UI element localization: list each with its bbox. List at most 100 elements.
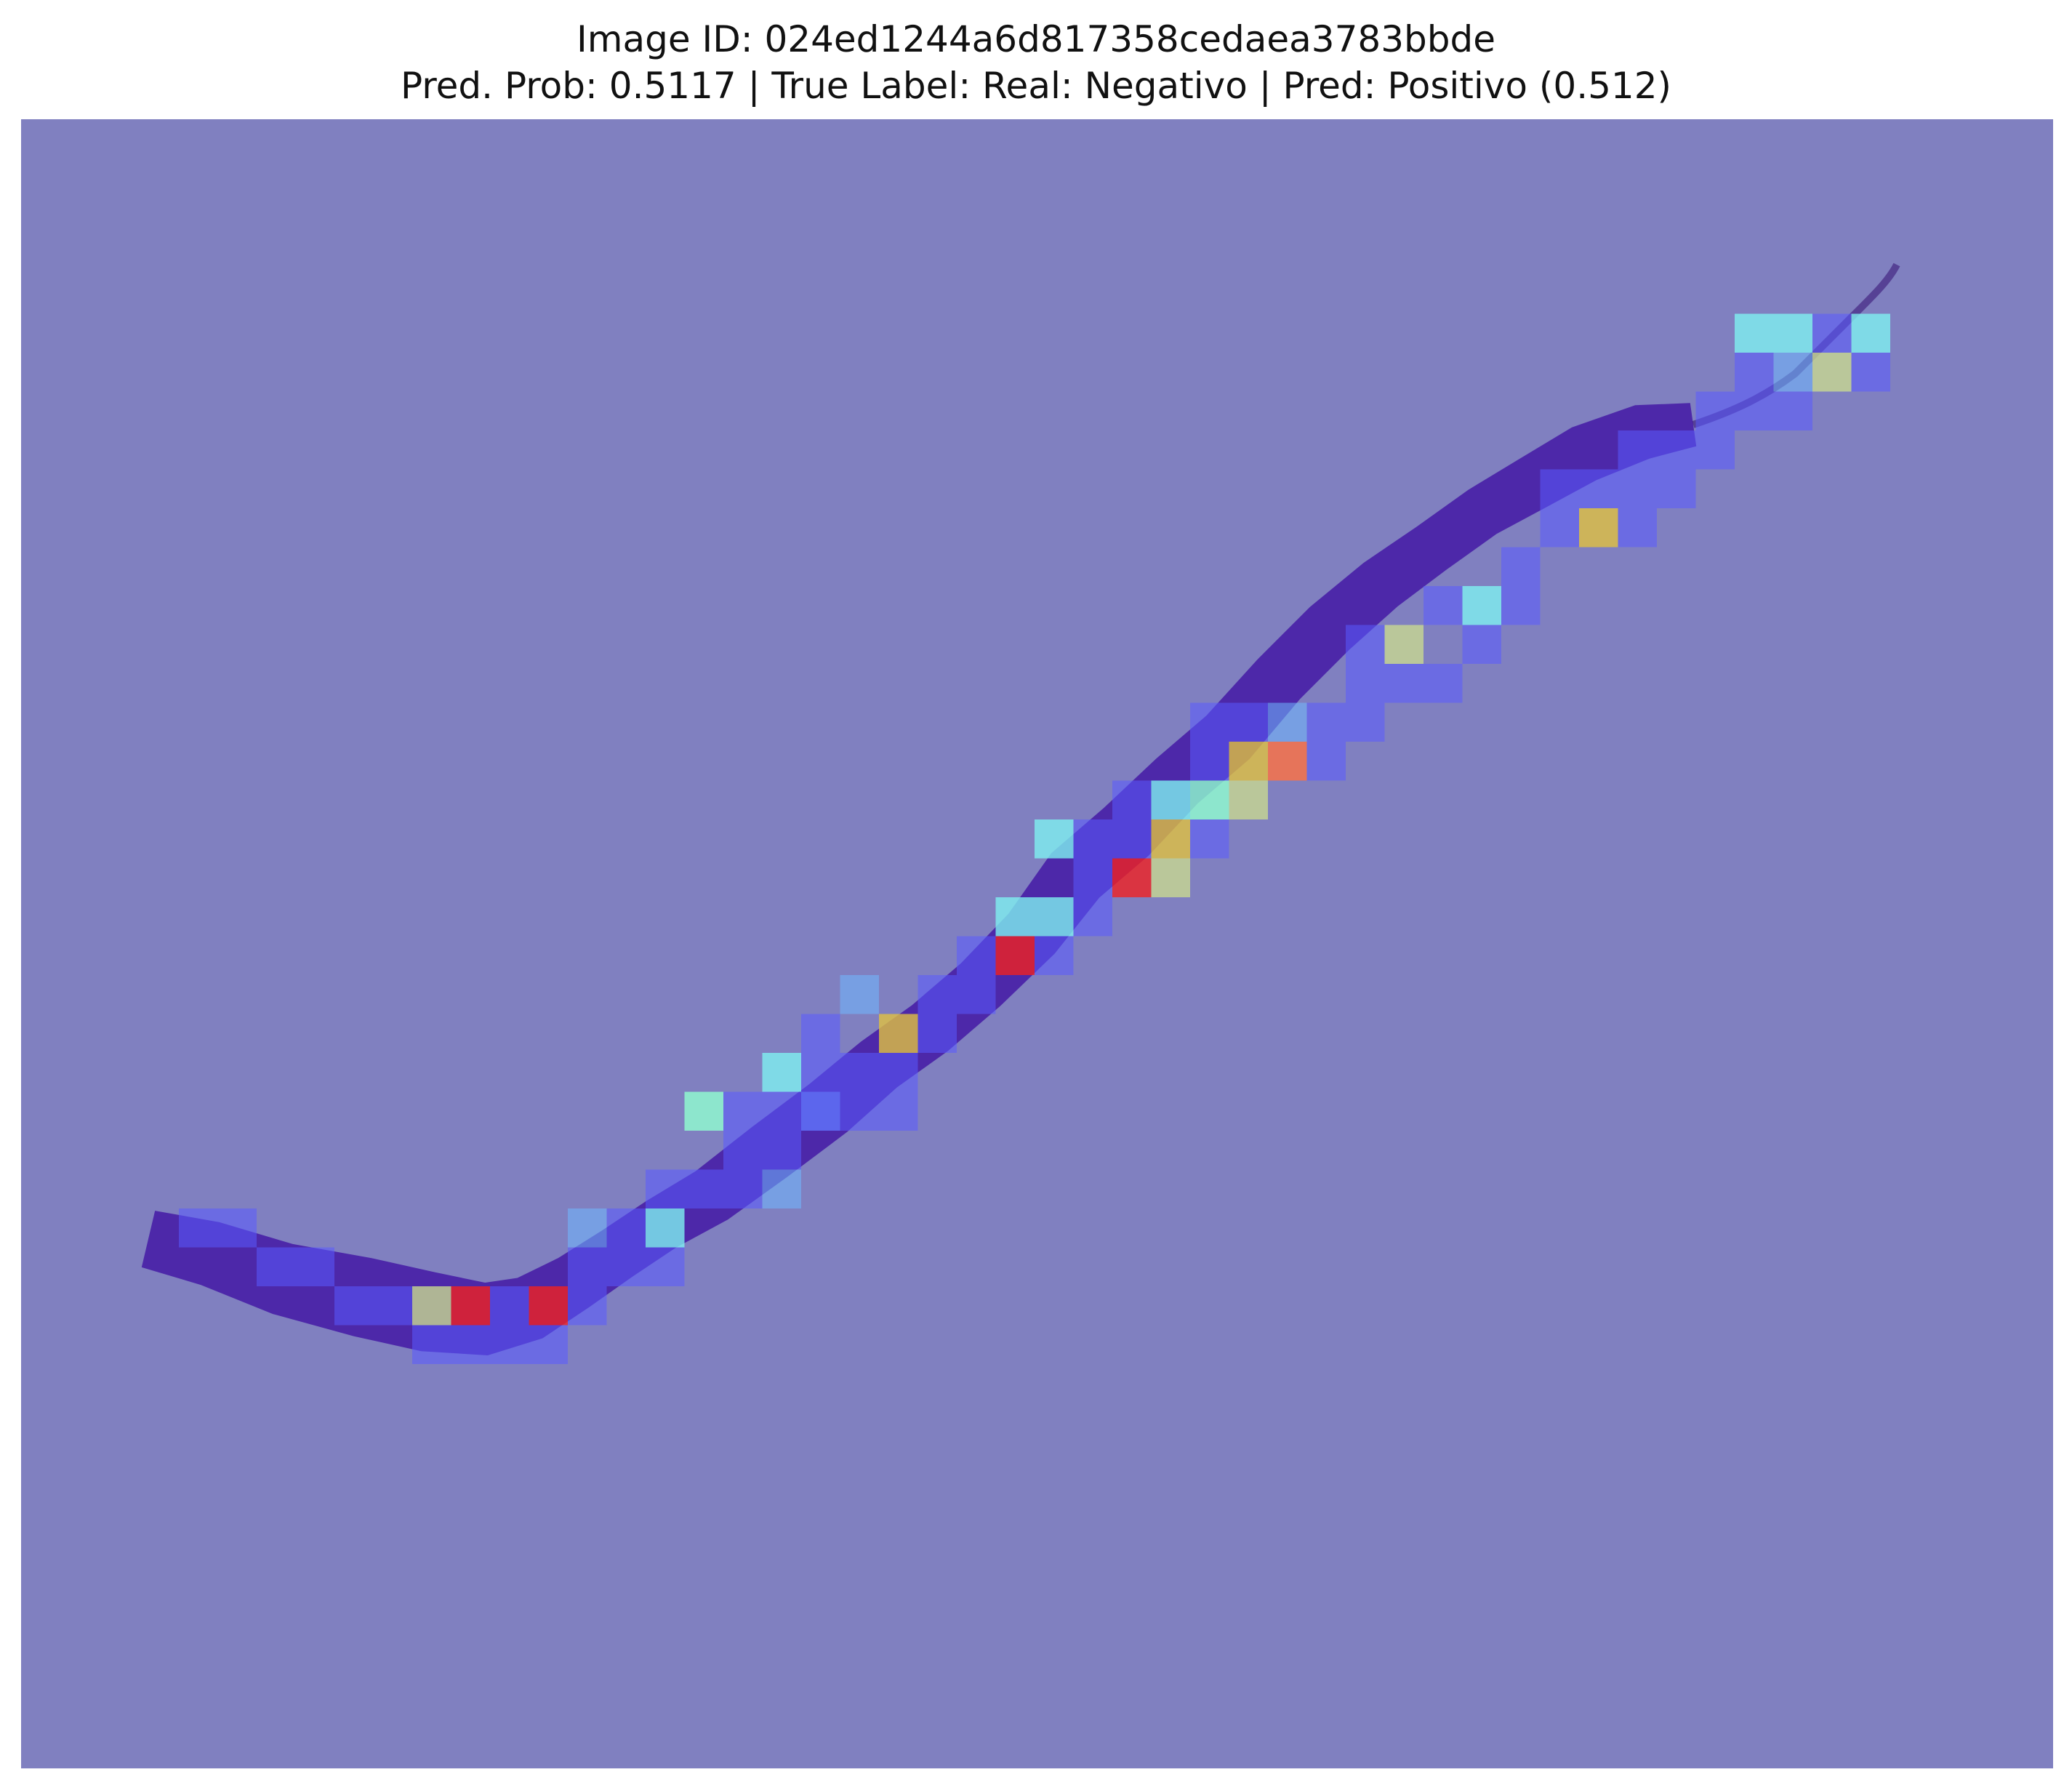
attention-tile [840, 1053, 879, 1092]
attention-tile [762, 1169, 801, 1208]
attention-tile [1112, 780, 1152, 819]
attention-tile [179, 1208, 218, 1248]
attention-tile [1035, 936, 1074, 975]
attention-tile [1112, 819, 1152, 859]
attention-tile [1812, 313, 1852, 353]
attention-tile [490, 1286, 529, 1326]
attention-tile [723, 1131, 763, 1170]
attention-tile [1773, 313, 1812, 353]
attention-tile [762, 1131, 801, 1170]
attention-tile [1306, 702, 1346, 742]
attention-tile [1151, 780, 1190, 819]
attention-tile [1579, 508, 1618, 548]
attention-tile [1618, 508, 1657, 548]
attention-tile [684, 1169, 723, 1208]
attention-tile [568, 1247, 607, 1286]
attention-tile [1229, 742, 1268, 781]
attention-tile [1190, 780, 1229, 819]
attention-tile [1462, 586, 1501, 625]
attention-tile [257, 1247, 296, 1286]
attention-tile [840, 975, 879, 1014]
tissue-strip [141, 403, 1697, 1355]
attention-tile [1229, 780, 1268, 819]
attention-tile [412, 1286, 451, 1326]
attention-tile [1190, 742, 1229, 781]
attention-tile [957, 936, 996, 975]
attention-tile [1695, 430, 1735, 470]
attention-tile [490, 1325, 529, 1364]
attention-tile [1618, 469, 1657, 508]
attention-tile [1657, 430, 1696, 470]
attention-tile [957, 975, 996, 1014]
attention-tile [1346, 625, 1385, 664]
attention-tile [1424, 586, 1463, 625]
attention-tile [1151, 819, 1190, 859]
attention-tile [1035, 819, 1074, 859]
attention-tile [1618, 430, 1657, 470]
attention-tile [334, 1286, 374, 1326]
attention-tile [373, 1286, 412, 1326]
attention-tile [917, 1014, 957, 1053]
attention-tile [879, 1091, 918, 1131]
attention-tile [1851, 353, 1890, 392]
attention-tile [1073, 858, 1112, 897]
attention-tile [801, 1053, 840, 1092]
attention-tile [1735, 313, 1774, 353]
attention-tile [1151, 858, 1190, 897]
attention-tile [723, 1169, 763, 1208]
attention-tile [684, 1091, 723, 1131]
image-title: Image ID: 024ed1244a6d817358cedaea3783bb… [577, 18, 1495, 60]
attention-tile [1540, 508, 1579, 548]
attention-tile [1579, 469, 1618, 508]
attention-tile [1306, 742, 1346, 781]
attention-tile [1695, 391, 1735, 430]
attention-tile [1346, 664, 1385, 703]
attention-tile [1424, 664, 1463, 703]
attention-tile [412, 1325, 451, 1364]
attention-tile [801, 1014, 840, 1053]
heatmap-overlay-image [21, 119, 2053, 1768]
attention-tile [606, 1208, 646, 1248]
attention-tile [1268, 742, 1307, 781]
attention-tile [1773, 353, 1812, 392]
attention-tile [1462, 625, 1501, 664]
attention-tile [1773, 391, 1812, 430]
attention-tile [1540, 469, 1579, 508]
attention-tile [1501, 586, 1541, 625]
attention-tile [646, 1169, 685, 1208]
attention-tile [995, 936, 1035, 975]
attention-tile [1501, 547, 1541, 586]
attention-tile [1190, 702, 1229, 742]
attention-tile [723, 1091, 763, 1131]
attention-tile [762, 1053, 801, 1092]
attention-tile [1112, 858, 1152, 897]
attention-tile [568, 1208, 607, 1248]
attention-tile [879, 1014, 918, 1053]
attention-tile [1035, 897, 1074, 937]
attention-tile [1735, 391, 1774, 430]
attention-tile [1812, 353, 1852, 392]
attention-tile [1657, 469, 1696, 508]
attention-tile [1346, 702, 1385, 742]
attention-tile [646, 1247, 685, 1286]
attention-tile [840, 1091, 879, 1131]
attention-tile [1851, 313, 1890, 353]
attention-tile [1384, 625, 1424, 664]
attention-tile [529, 1286, 568, 1326]
attention-tile [1190, 819, 1229, 859]
attention-tile [1268, 702, 1307, 742]
attention-tile [451, 1325, 490, 1364]
attention-tiles [179, 313, 1890, 1364]
attention-tile [606, 1247, 646, 1286]
attention-tile [1735, 353, 1774, 392]
attention-tile [762, 1091, 801, 1131]
attention-tile [295, 1247, 334, 1286]
attention-tile [1073, 819, 1112, 859]
attention-tile [451, 1286, 490, 1326]
attention-tile [801, 1091, 840, 1131]
attention-tile [646, 1208, 685, 1248]
attention-tile [568, 1286, 607, 1326]
attention-tile [1384, 664, 1424, 703]
attention-tile [1073, 897, 1112, 937]
attention-tile [917, 975, 957, 1014]
